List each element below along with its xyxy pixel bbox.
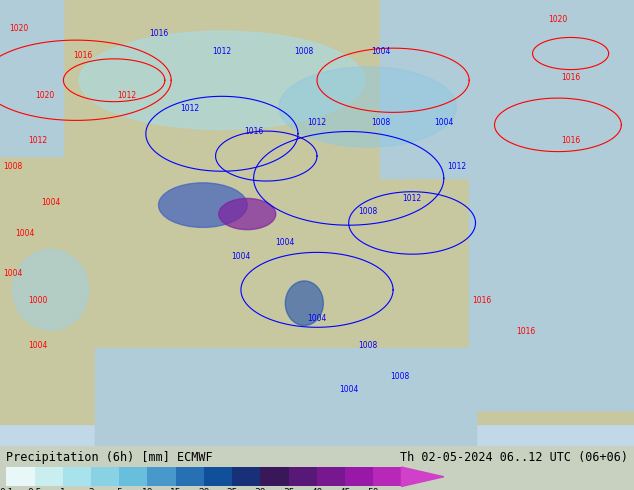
Text: 1016: 1016 (149, 29, 168, 38)
Text: 1004: 1004 (231, 252, 250, 261)
Text: 1008: 1008 (371, 118, 390, 127)
Ellipse shape (219, 198, 276, 230)
Bar (204, 467, 232, 487)
Text: 5: 5 (117, 488, 122, 490)
Text: 15: 15 (170, 488, 181, 490)
Text: 10: 10 (142, 488, 153, 490)
Text: 1016: 1016 (73, 51, 92, 60)
Bar (288, 467, 317, 487)
Text: 1008: 1008 (390, 372, 409, 381)
Bar (345, 467, 373, 487)
Ellipse shape (285, 281, 323, 325)
Text: 2: 2 (88, 488, 94, 490)
Text: 1004: 1004 (307, 314, 327, 323)
Text: 1012: 1012 (29, 136, 48, 145)
Bar (317, 467, 345, 487)
Ellipse shape (13, 250, 89, 330)
Text: 1016: 1016 (561, 136, 580, 145)
Text: 1004: 1004 (29, 341, 48, 350)
Text: 0.5: 0.5 (27, 488, 42, 490)
Text: 1008: 1008 (295, 47, 314, 55)
Ellipse shape (79, 31, 365, 129)
Text: 1016: 1016 (244, 127, 263, 136)
Text: 50: 50 (368, 488, 379, 490)
Text: 1012: 1012 (403, 194, 422, 203)
Bar (176, 467, 204, 487)
Text: 1016: 1016 (517, 327, 536, 337)
Text: 40: 40 (311, 488, 323, 490)
Bar (261, 467, 288, 487)
Text: 25: 25 (226, 488, 238, 490)
Bar (95, 348, 476, 446)
Text: Precipitation (6h) [mm] ECMWF: Precipitation (6h) [mm] ECMWF (6, 451, 213, 464)
Bar (469, 98, 634, 410)
Text: 1012: 1012 (117, 91, 136, 100)
Text: 1004: 1004 (339, 386, 358, 394)
Text: 1004: 1004 (41, 198, 60, 207)
Bar (119, 467, 148, 487)
Text: 1016: 1016 (561, 74, 580, 82)
Text: 30: 30 (255, 488, 266, 490)
Bar (148, 467, 176, 487)
Bar (0, 0, 63, 156)
Text: 35: 35 (283, 488, 294, 490)
Text: 1008: 1008 (358, 207, 377, 216)
Text: 1016: 1016 (472, 296, 491, 305)
Text: 1008: 1008 (3, 163, 22, 172)
Text: 0.1: 0.1 (0, 488, 13, 490)
Text: Th 02-05-2024 06..12 UTC (06+06): Th 02-05-2024 06..12 UTC (06+06) (399, 451, 628, 464)
Ellipse shape (158, 183, 247, 227)
Text: 1: 1 (60, 488, 66, 490)
Bar (63, 467, 91, 487)
Text: 1004: 1004 (371, 47, 390, 55)
Text: 1012: 1012 (212, 47, 231, 55)
Text: 1012: 1012 (447, 163, 466, 172)
Ellipse shape (279, 67, 456, 147)
Text: 1012: 1012 (181, 104, 200, 114)
Text: 1020: 1020 (548, 15, 567, 24)
Bar (91, 467, 119, 487)
Text: 1004: 1004 (16, 229, 35, 238)
Bar (373, 467, 401, 487)
Polygon shape (401, 467, 444, 487)
Text: 1020: 1020 (10, 24, 29, 33)
Bar (380, 0, 634, 178)
Text: 1000: 1000 (29, 296, 48, 305)
Text: 45: 45 (339, 488, 351, 490)
Bar (6, 467, 35, 487)
Bar (232, 467, 261, 487)
Text: 1004: 1004 (276, 238, 295, 247)
Bar (35, 467, 63, 487)
Text: 1008: 1008 (358, 341, 377, 350)
Text: 1004: 1004 (434, 118, 453, 127)
Text: 20: 20 (198, 488, 210, 490)
Text: 1012: 1012 (307, 118, 327, 127)
Text: 1004: 1004 (3, 270, 22, 278)
Text: 1020: 1020 (35, 91, 54, 100)
